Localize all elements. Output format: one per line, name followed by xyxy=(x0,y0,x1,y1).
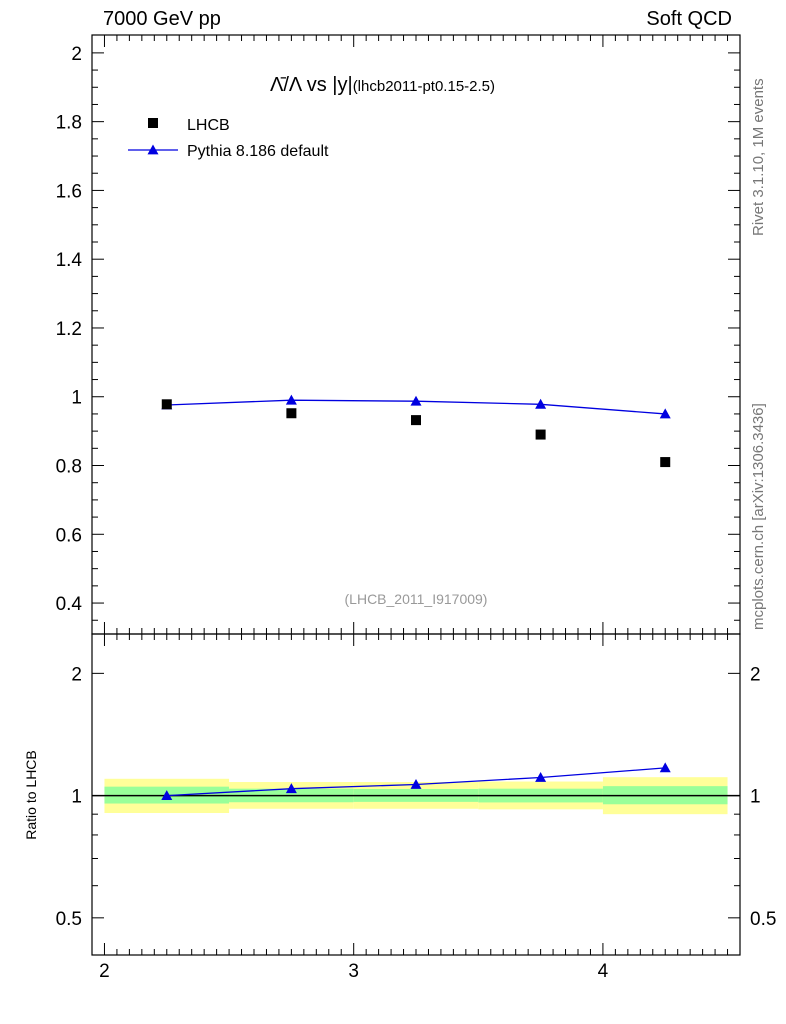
ratio-y-tick-label: 2 xyxy=(71,664,82,685)
y-tick-label: 1.4 xyxy=(56,250,83,271)
watermark: (LHCB_2011_I917009) xyxy=(345,591,488,607)
ratio-y-tick-label: 1 xyxy=(71,787,82,808)
pythia-point xyxy=(285,394,297,405)
ratio-pythia-point xyxy=(410,778,422,789)
y-tick-label: 1.6 xyxy=(56,181,82,202)
pythia-point xyxy=(659,408,671,419)
y-tick-label: 0.6 xyxy=(56,525,82,546)
y-tick-label: 1.2 xyxy=(56,319,82,340)
ratio-pythia-point xyxy=(161,790,173,800)
ratio-pythia-point xyxy=(285,783,297,794)
y-tick-label: 1 xyxy=(71,388,82,409)
pythia-point xyxy=(535,398,547,409)
x-tick-label: 4 xyxy=(598,961,609,982)
ratio-y-tick-label-right: 1 xyxy=(750,787,761,808)
legend-pythia-label: Pythia 8.186 default xyxy=(187,143,329,160)
ratio-y-tick-label: 0.5 xyxy=(56,909,82,930)
title-main: Λ̄/Λ vs |y| xyxy=(270,74,353,96)
x-tick-label: 3 xyxy=(348,961,359,982)
y-tick-label: 1.8 xyxy=(56,113,82,134)
header-energy: 7000 GeV pp xyxy=(103,8,221,30)
legend-pythia-marker xyxy=(147,144,159,155)
mcplots-label: mcplots.cern.ch [arXiv:1306.3436] xyxy=(750,403,767,630)
ratio-y-tick-label-right: 0.5 xyxy=(750,909,776,930)
title-sub: (lhcb2011-pt0.15-2.5) xyxy=(353,78,495,95)
y-tick-label: 0.4 xyxy=(56,594,83,615)
ratio-y-tick-label-right: 2 xyxy=(750,664,761,685)
x-tick-label: 2 xyxy=(99,961,110,982)
legend-lhcb-marker xyxy=(148,118,158,128)
lhcb-point xyxy=(161,399,172,410)
lhcb-point xyxy=(660,457,671,468)
legend-lhcb-label: LHCB xyxy=(187,117,230,134)
lhcb-point xyxy=(535,429,546,440)
y-tick-label: 2 xyxy=(71,44,82,65)
lhcb-point xyxy=(286,408,297,419)
ratio-pythia-point xyxy=(659,762,671,773)
y-tick-label: 0.8 xyxy=(56,457,82,478)
lhcb-point xyxy=(411,415,421,426)
rivet-label: Rivet 3.1.10, 1M events xyxy=(750,78,767,236)
header-process: Soft QCD xyxy=(646,8,732,30)
ratio-y-label: Ratio to LHCB xyxy=(23,750,39,839)
pythia-point xyxy=(410,395,422,406)
plot-title: Λ̄/Λ vs |y|(lhcb2011-pt0.15-2.5) xyxy=(270,74,495,96)
ratio-pythia-point xyxy=(535,772,547,782)
